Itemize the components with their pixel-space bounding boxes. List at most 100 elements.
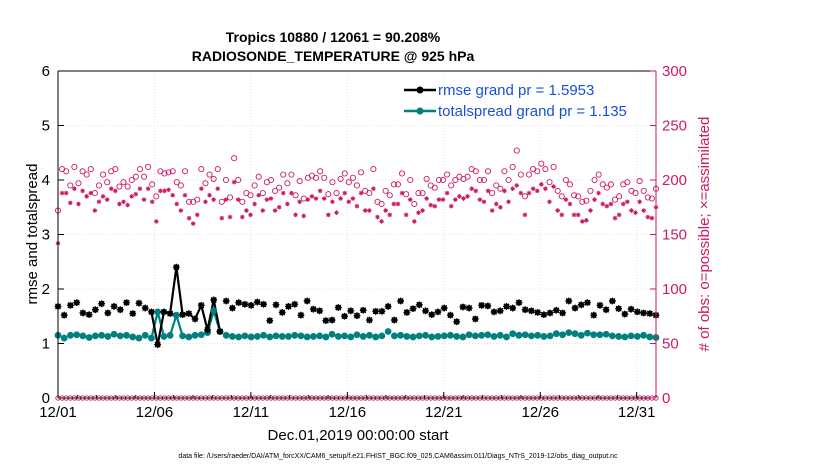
totalspread-point <box>235 333 243 341</box>
rmse-point-rays <box>316 307 324 315</box>
y-tick-label: 1 <box>42 336 50 353</box>
rmse-point <box>291 300 299 308</box>
possible-obs-point <box>566 181 574 188</box>
possible-obs-point <box>534 168 541 175</box>
assimilated-obs-point <box>362 208 368 213</box>
rmse-point-rays <box>235 299 243 307</box>
assimilated-obs-point <box>174 201 180 207</box>
totalspread-point <box>608 332 616 340</box>
totalspread-point <box>447 331 454 339</box>
possible-obs-point <box>67 182 74 189</box>
possible-obs-point <box>435 176 442 184</box>
possible-obs-point <box>489 190 496 197</box>
chart-title: Tropics 10880 / 12061 = 90.208% <box>226 29 441 45</box>
rmse-point-rays <box>73 299 81 307</box>
possible-obs-point <box>546 179 553 186</box>
rmse-point-rays <box>191 315 199 323</box>
assimilated-obs-point <box>301 213 307 219</box>
assimilated-obs-point <box>117 201 122 207</box>
assimilated-obs-point <box>510 186 515 192</box>
totalspread-point <box>278 333 286 340</box>
possible-obs-point <box>349 174 356 181</box>
possible-obs-point <box>124 183 131 190</box>
possible-obs-point <box>239 198 246 205</box>
assimilated-obs-point <box>579 219 585 224</box>
totalspread-point <box>353 331 361 339</box>
assimilated-obs-point <box>96 199 102 205</box>
totalspread-point <box>98 331 106 339</box>
possible-obs-point <box>251 182 258 189</box>
rmse-point <box>559 309 566 317</box>
possible-obs-point <box>501 168 508 175</box>
rmse-point-rays <box>148 308 155 316</box>
possible-obs-point <box>632 190 639 197</box>
assimilated-obs-point <box>391 201 397 207</box>
rmse-point-rays <box>409 305 417 313</box>
assimilated-obs-point <box>604 203 610 209</box>
possible-obs-point <box>329 179 336 186</box>
possible-obs-point <box>181 168 189 175</box>
assimilated-obs-point <box>629 208 634 213</box>
assimilated-obs-point <box>334 210 339 215</box>
totalspread-point <box>309 333 317 340</box>
possible-obs-point <box>214 166 221 173</box>
totalspread-point <box>372 333 380 341</box>
totalspread-point <box>241 332 249 340</box>
rmse-point <box>534 309 542 316</box>
rmse-point-rays <box>123 299 130 307</box>
possible-obs-point <box>341 170 348 177</box>
possible-obs-point <box>439 176 447 184</box>
rmse-point-rays <box>640 309 647 317</box>
assimilated-obs-point <box>637 199 642 205</box>
rmse-point <box>210 296 218 304</box>
y-right-tick-label: 150 <box>662 227 687 244</box>
assimilated-obs-point <box>379 219 384 224</box>
possible-obs-point <box>235 176 242 184</box>
rmse-point <box>260 300 267 308</box>
rmse-point-rays <box>260 300 267 308</box>
totalspread-point <box>528 332 535 340</box>
y-right-tick-label: 250 <box>662 118 687 135</box>
assimilated-obs-point <box>403 212 409 218</box>
possible-obs-point <box>607 181 614 188</box>
rmse-point-rays <box>459 303 467 311</box>
assimilated-obs-point <box>649 215 655 221</box>
possible-obs-point <box>145 163 152 170</box>
assimilated-obs-point <box>293 212 298 218</box>
rmse-point-rays <box>471 315 479 323</box>
possible-obs-point <box>583 197 590 204</box>
rmse-point <box>359 306 367 314</box>
rmse-point-rays <box>67 301 74 309</box>
rmse-point <box>222 297 230 305</box>
rmse-point <box>415 301 423 309</box>
totalspread-point <box>191 331 199 339</box>
rmse-point <box>216 328 224 335</box>
totalspread-point <box>509 330 517 338</box>
assimilated-obs-point <box>72 186 77 192</box>
assimilated-obs-point <box>84 194 89 199</box>
rmse-point-rays <box>415 301 423 309</box>
possible-obs-point <box>292 192 299 199</box>
rmse-point <box>73 299 81 307</box>
rmse-point-rays <box>621 310 629 318</box>
rmse-point-rays <box>210 296 218 304</box>
assimilated-obs-point <box>395 201 401 207</box>
rmse-point <box>503 303 510 310</box>
possible-obs-point <box>222 176 229 184</box>
assimilated-obs-point <box>412 219 417 224</box>
possible-obs-point <box>288 171 295 178</box>
totalspread-point <box>584 329 591 337</box>
totalspread-point <box>484 331 492 339</box>
rmse-point-rays <box>627 305 635 313</box>
possible-obs-point <box>603 184 610 191</box>
possible-obs-point <box>517 171 524 178</box>
assimilated-obs-point <box>342 190 348 196</box>
assimilated-obs-point <box>256 192 261 198</box>
totalspread-point <box>104 333 112 340</box>
totalspread-point <box>322 333 330 341</box>
assimilated-obs-point <box>162 188 167 194</box>
totalspread-point <box>615 333 623 340</box>
rmse-point <box>447 311 454 319</box>
rmse-point <box>390 316 398 324</box>
possible-obs-point <box>579 198 586 205</box>
